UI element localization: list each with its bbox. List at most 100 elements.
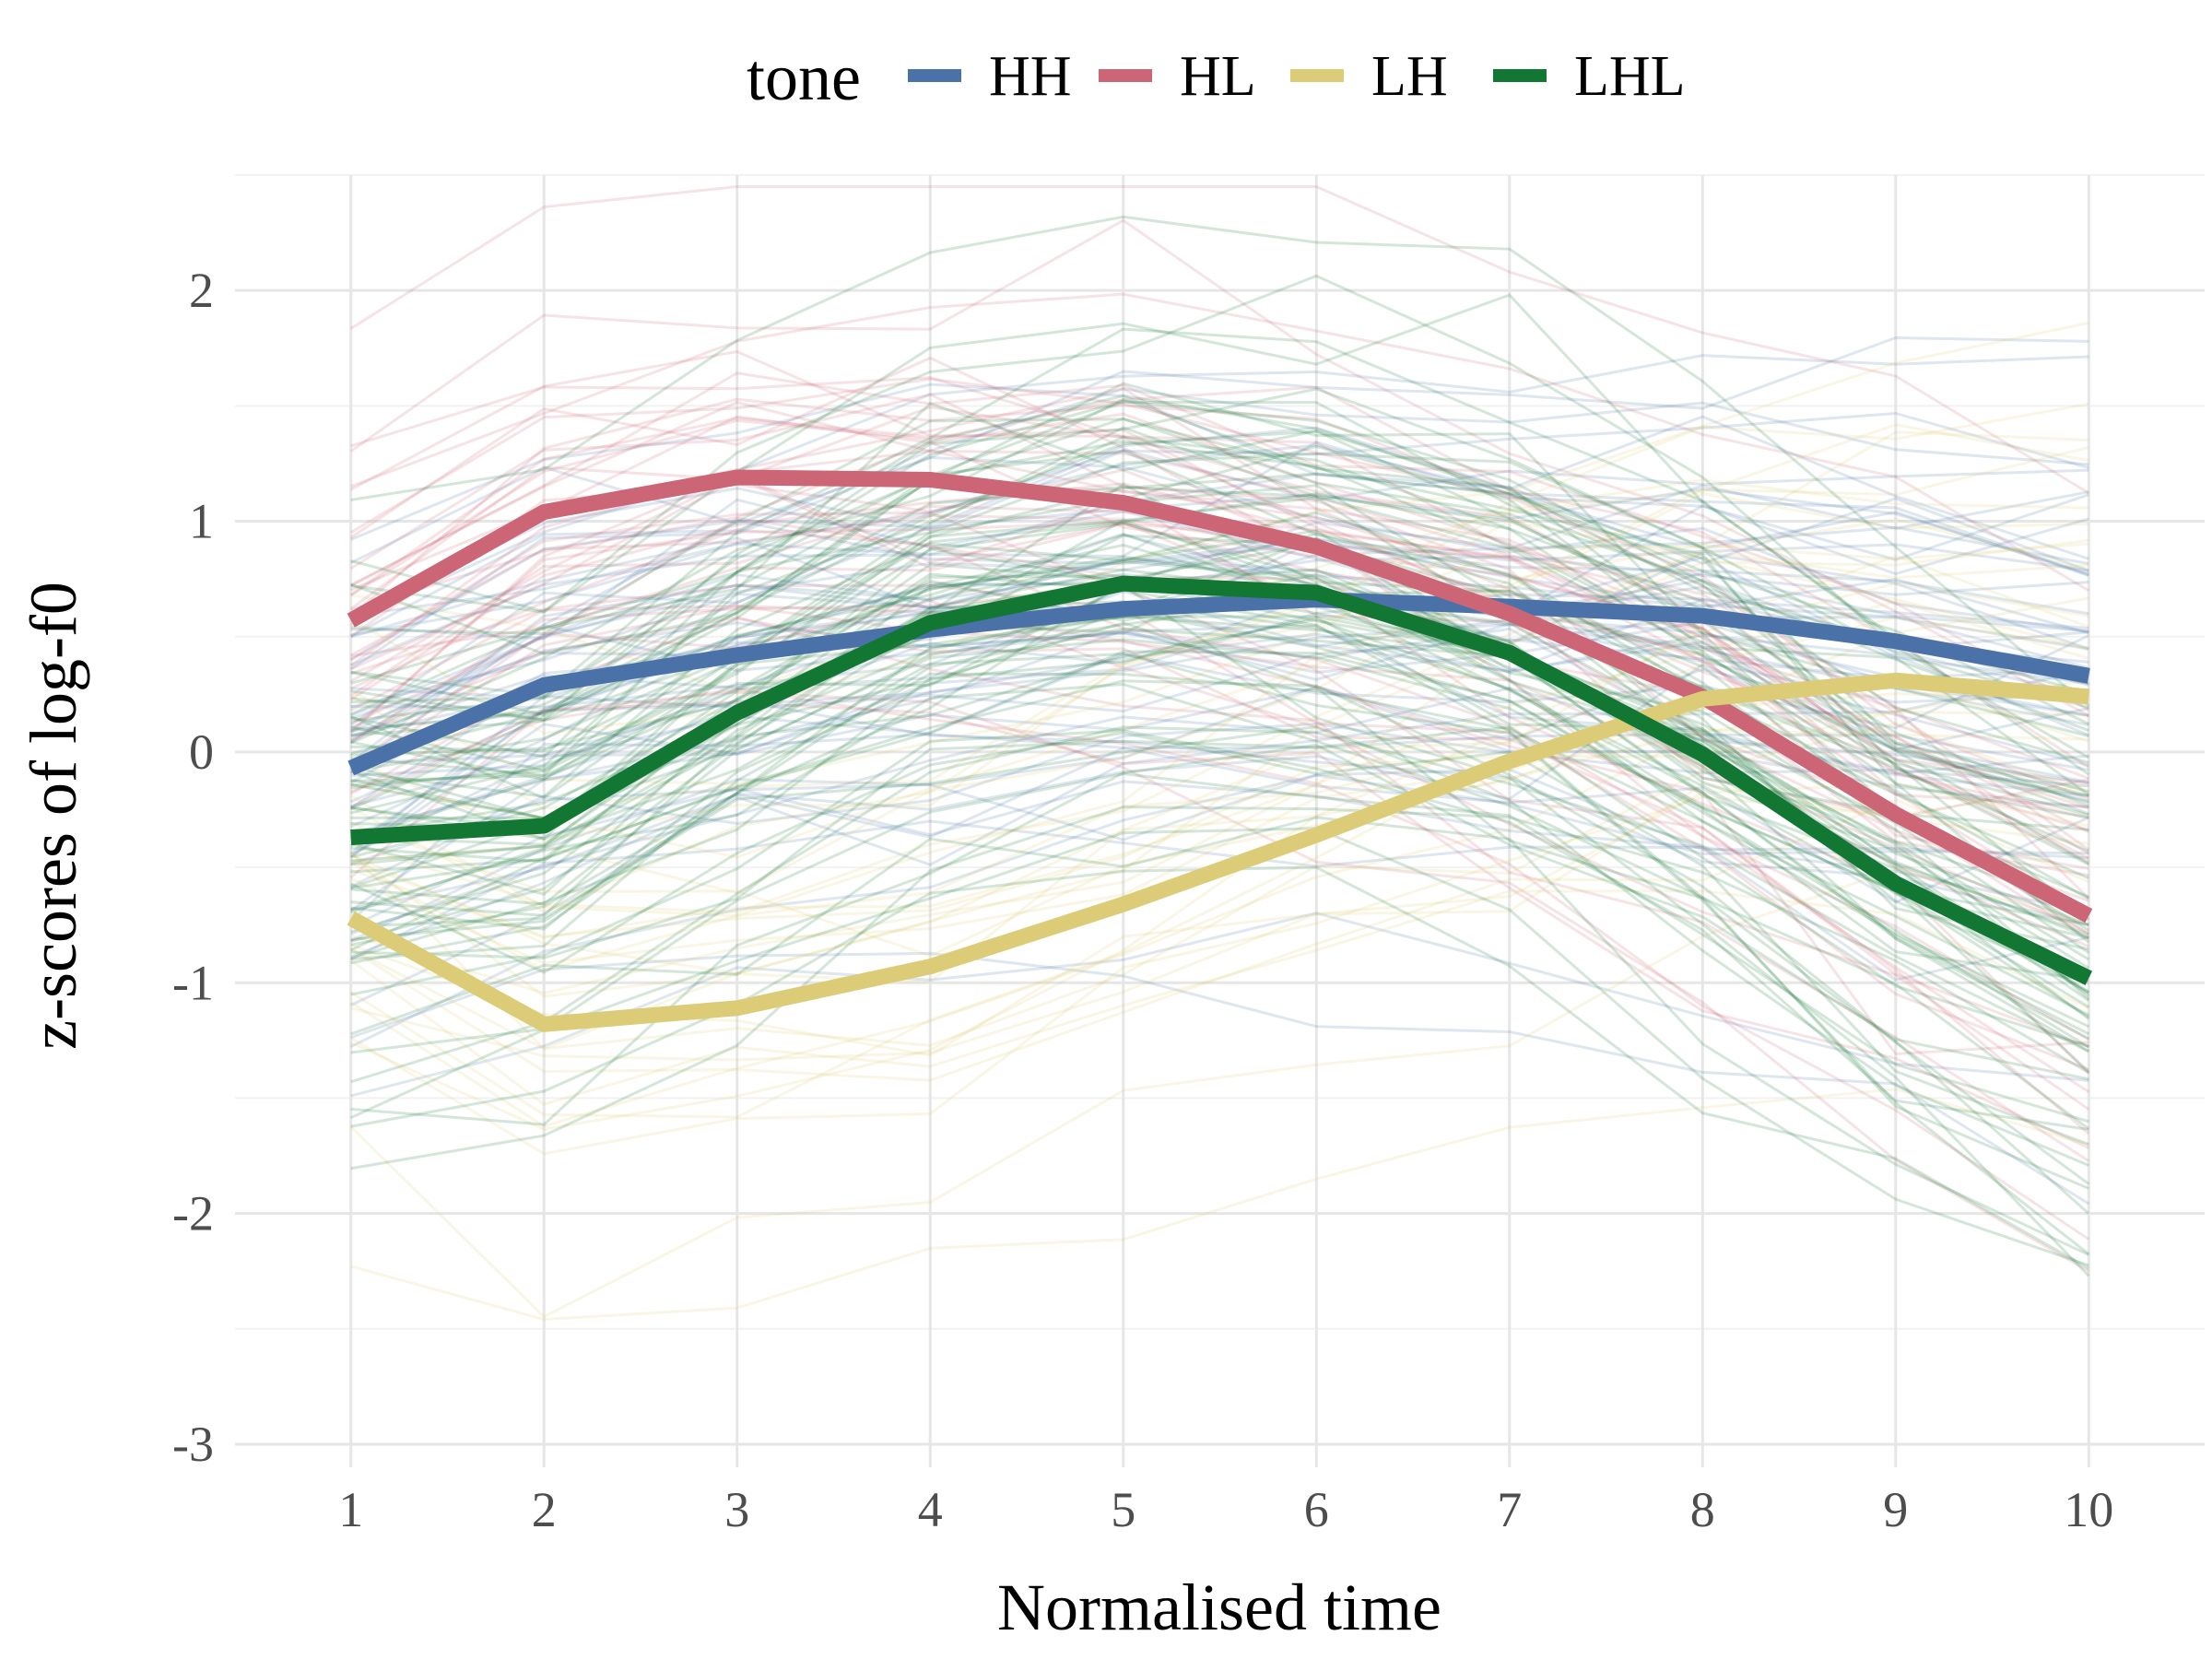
token-contour-lh (350, 402, 2089, 842)
token-contour-hh (350, 621, 2089, 771)
token-contour-lh (350, 596, 2089, 938)
token-contour-hh (350, 620, 2089, 721)
token-contour-hl (349, 475, 2090, 936)
token-contour-lhl (350, 400, 2089, 816)
x-tick-label: 2 (532, 1482, 557, 1537)
token-contour-lhl (350, 542, 2089, 911)
legend-label-hl: HL (1180, 45, 1256, 108)
token-contour-lhl (350, 522, 2090, 932)
token-contour-lhl (350, 724, 2089, 1167)
x-tick-label: 5 (1111, 1482, 1135, 1537)
token-contour-hh (350, 698, 2089, 927)
x-tick-label: 3 (724, 1482, 749, 1537)
token-contour-lhl (350, 615, 2090, 965)
token-contour-lhl (350, 418, 2089, 819)
token-contour-lhl (350, 387, 2089, 710)
token-contour-lh (350, 542, 2089, 895)
token-contour-lhl (350, 519, 2090, 1002)
token-contour-lhl (350, 609, 2090, 1049)
token-contour-hh (350, 537, 2089, 735)
token-contour-lh (349, 710, 2089, 1128)
token-contour-hl (350, 528, 2090, 1041)
token-contour-lhl (350, 394, 2089, 725)
mean-line-hh (347, 592, 2090, 776)
x-tick-label: 4 (918, 1482, 943, 1537)
token-contour-hl (349, 586, 2089, 1049)
token-contour-lhl (350, 679, 2090, 1215)
token-contour-lhl (350, 638, 2090, 1008)
token-contour-hl (349, 397, 2089, 801)
token-contour-hl (349, 482, 2090, 900)
token-contour-lhl (350, 444, 2090, 796)
legend-label-hh: HH (989, 45, 1072, 108)
token-contour-hh (350, 819, 2089, 982)
y-tick-label: -2 (172, 1186, 214, 1241)
mean-line-lh (347, 672, 2090, 1032)
token-contour-hh (350, 387, 2089, 638)
token-contour-hl (349, 605, 2089, 1056)
token-contour-hh (350, 663, 2089, 959)
token-contour-hh (350, 472, 2089, 667)
token-contour-hh (350, 768, 2089, 865)
token-contour-hl (349, 599, 2090, 1111)
token-contour-lh (349, 783, 2089, 1156)
token-contour-hh (349, 415, 2089, 662)
mean-contours (347, 469, 2093, 1032)
token-contour-lh (350, 692, 2089, 1131)
token-contour-lh (350, 517, 2089, 914)
token-contour-lhl (350, 472, 2089, 866)
token-contour-hl (350, 376, 2090, 852)
token-contour-lhl (350, 215, 2090, 707)
token-contour-hl (349, 185, 2090, 495)
token-contour-lhl (350, 486, 2090, 944)
legend-title: tone (747, 41, 861, 114)
token-contour-hh (350, 488, 2089, 737)
token-contour-hl (350, 441, 2090, 941)
token-contour-lhl (350, 543, 2089, 1036)
token-contour-hl (349, 356, 2090, 912)
token-contour-lhl (350, 725, 2089, 1084)
token-contour-lhl (350, 771, 2089, 1124)
token-contour-hl (350, 604, 2090, 1094)
token-contour-hl (350, 583, 2089, 1071)
x-axis-title: Normalised time (997, 1571, 1441, 1644)
token-contour-hl (349, 700, 2089, 1149)
y-axis-ticks: 2 1 0 -1 -2 -3 (172, 263, 214, 1472)
token-contour-lh (349, 889, 2089, 1106)
x-tick-label: 8 (1690, 1482, 1715, 1537)
token-contour-lh (350, 445, 2089, 859)
token-contour-lh (349, 430, 2089, 810)
token-contour-hh (349, 632, 2089, 848)
token-contour-hh (350, 634, 2089, 856)
token-contour-lhl (350, 627, 2090, 995)
token-contour-hh (350, 912, 2089, 1098)
token-contour-lhl (350, 743, 2089, 1126)
token-contour-hh (350, 443, 2089, 618)
token-contour-hl (350, 477, 2089, 833)
token-contour-lhl (350, 650, 2089, 982)
token-contour-lh (349, 321, 2089, 735)
token-contour-lhl (350, 426, 2089, 807)
token-contour-lhl (350, 399, 2089, 732)
token-contour-lhl (350, 536, 2089, 939)
token-contour-hh (350, 441, 2089, 637)
token-contour-lh (349, 554, 2089, 998)
token-contour-hh (350, 686, 2089, 809)
token-contour-hh (350, 951, 2090, 1206)
token-contour-lh (350, 729, 2089, 958)
token-contour-hh (350, 747, 2089, 912)
token-contour-lhl (350, 327, 2089, 698)
token-contour-hh (350, 382, 2089, 577)
token-contour-lhl (350, 806, 2090, 1171)
mean-line-hl (347, 469, 2093, 924)
x-tick-label: 9 (1883, 1482, 1908, 1537)
token-contour-hl (349, 385, 2090, 769)
token-contour-hl (349, 617, 2090, 1135)
token-contour-hl (350, 517, 2089, 877)
token-contour-hh (350, 780, 2089, 928)
token-contour-lh (349, 798, 2089, 1082)
token-contour-lhl (350, 560, 2089, 1017)
token-contour-hh (349, 519, 2089, 742)
token-contour-hl (350, 371, 2090, 712)
